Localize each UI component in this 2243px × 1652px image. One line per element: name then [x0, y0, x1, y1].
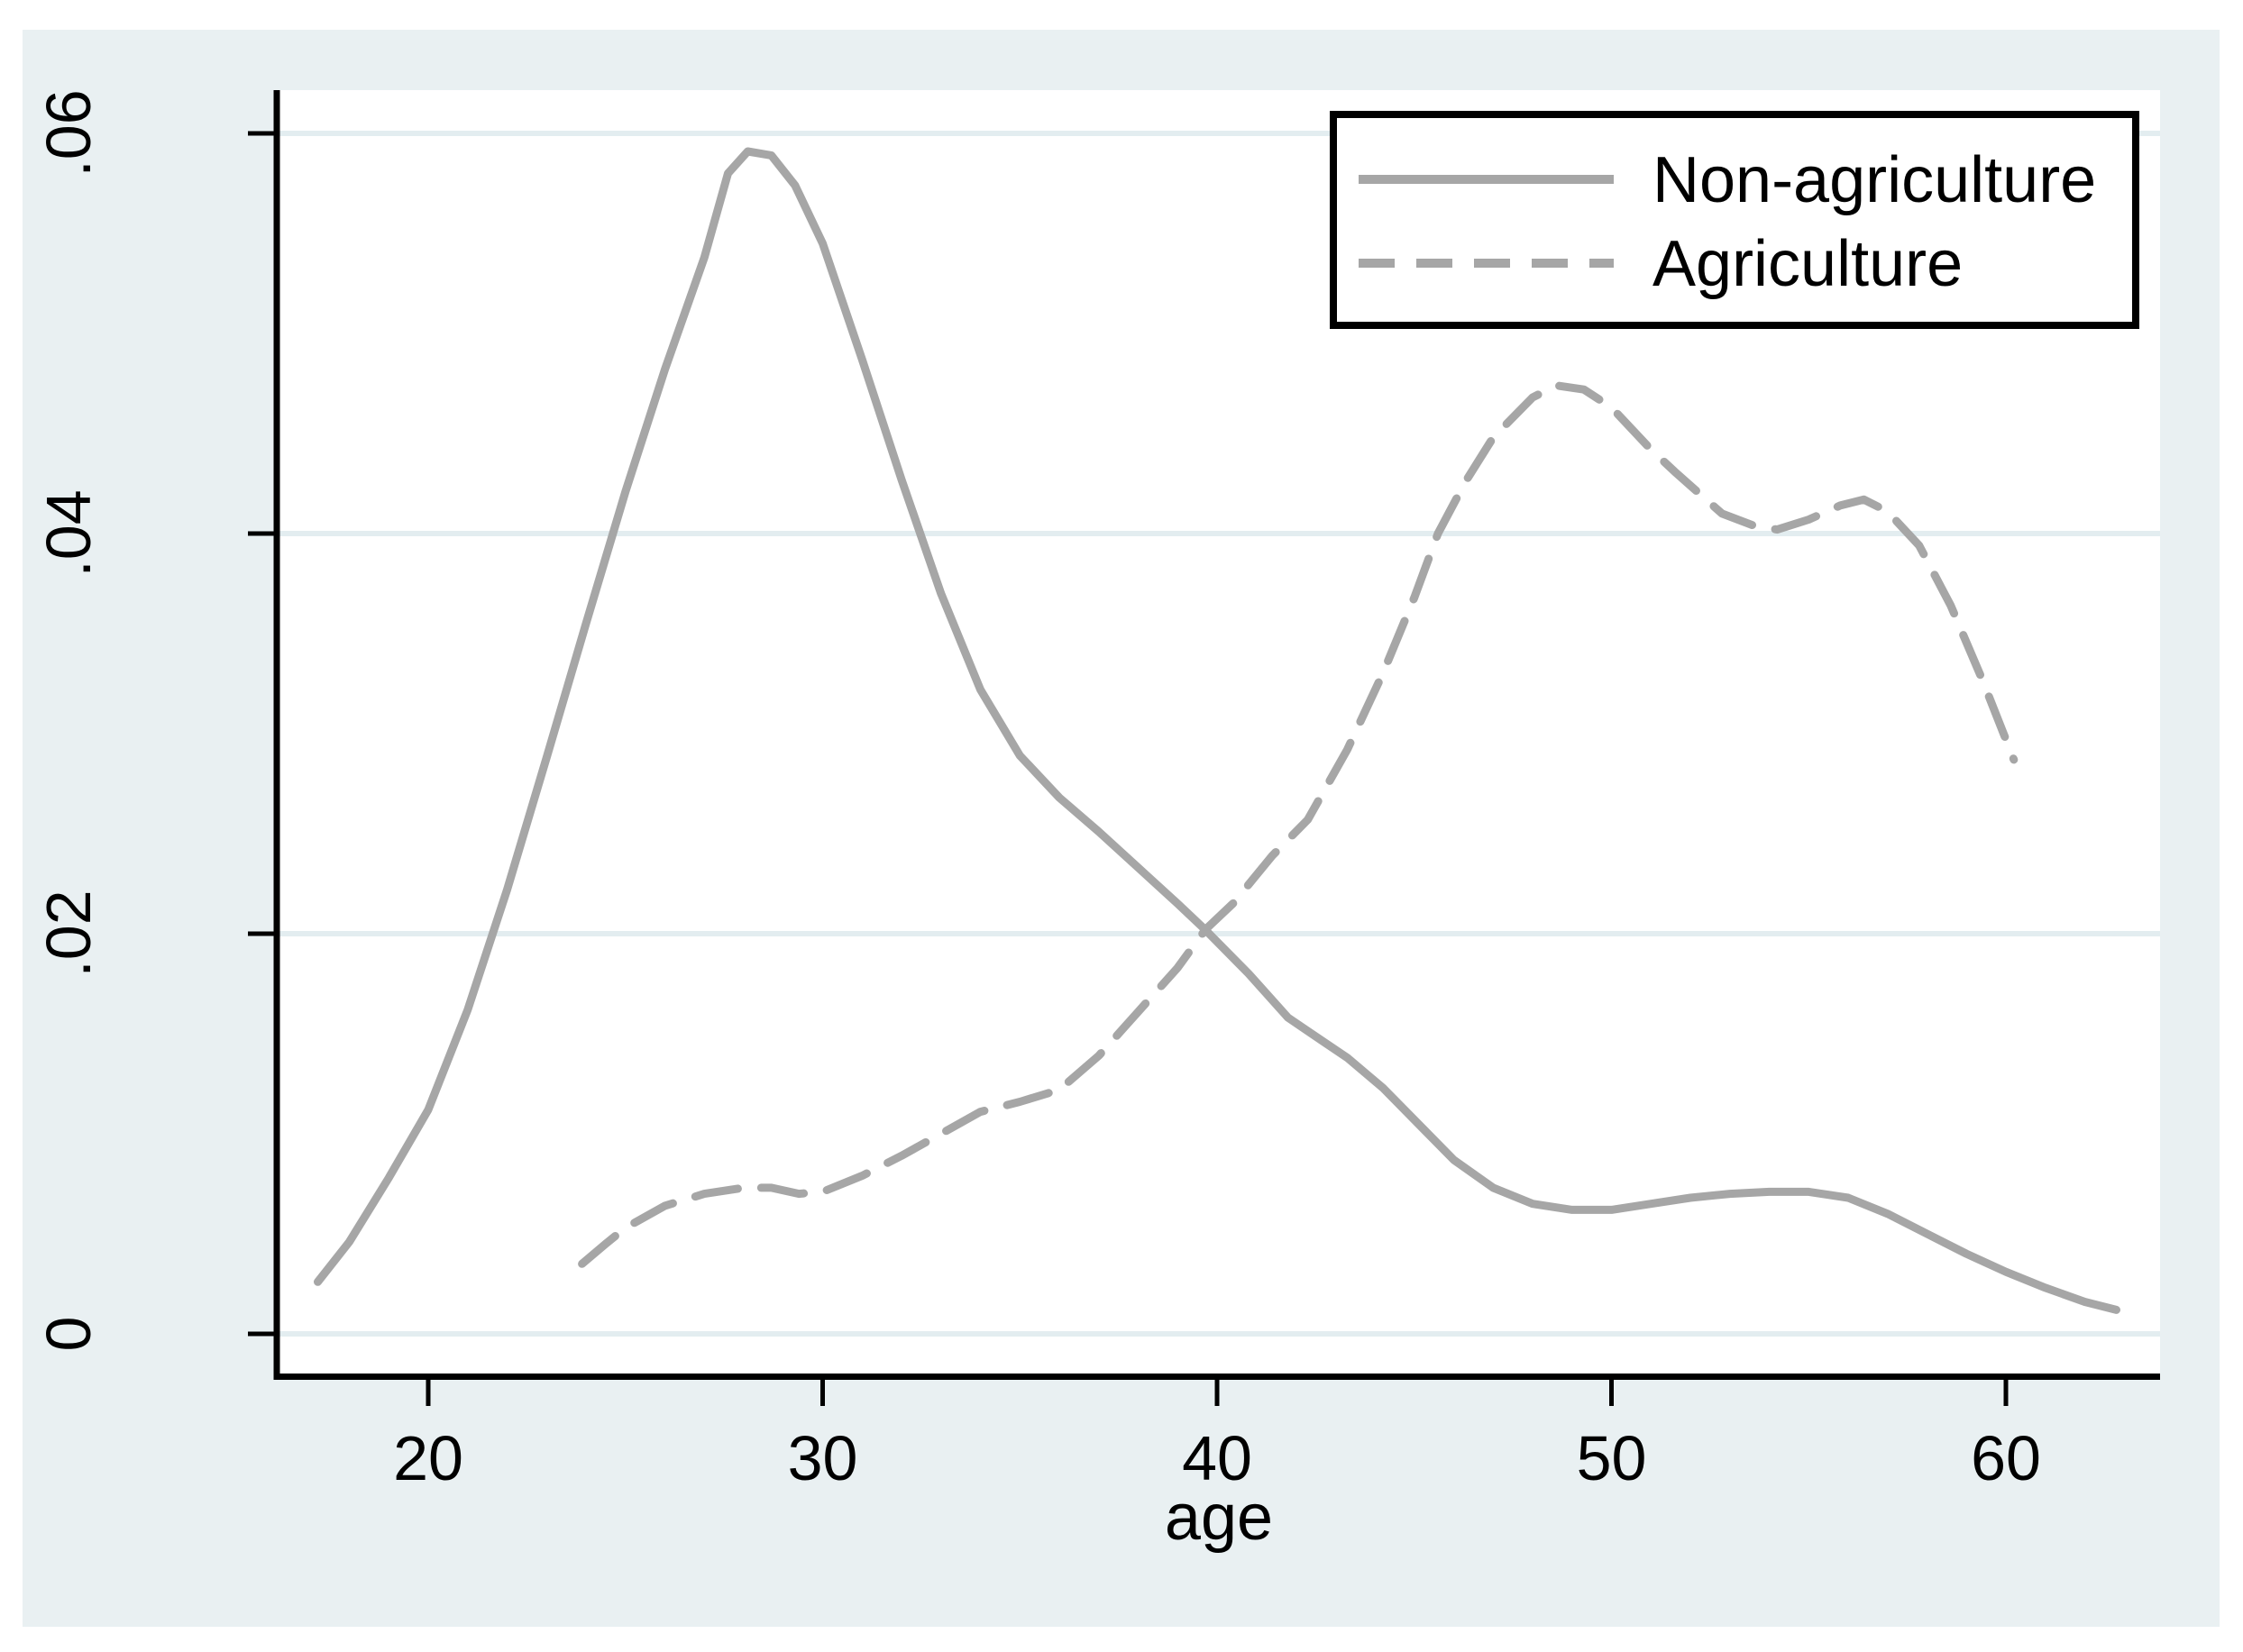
x-tick-label: 30	[788, 1423, 858, 1493]
x-tick-label: 60	[1971, 1423, 2041, 1493]
legend-label-agriculture: Agriculture	[1652, 228, 1963, 300]
legend-label-non-agriculture: Non-agriculture	[1652, 144, 2096, 216]
x-tick-label: 50	[1577, 1423, 1647, 1493]
y-tick-label: .02	[33, 890, 104, 977]
y-tick-label: .04	[33, 489, 104, 577]
series-paths	[314, 147, 2120, 1314]
legend-box	[1330, 111, 2139, 329]
legend: Non-agriculture Agriculture	[1330, 111, 2139, 329]
series-curve-agriculture	[578, 381, 2019, 1268]
y-tick-label: .06	[33, 89, 104, 177]
axis-tick-labels: 0 .02 .04 .06 20 30 40 50 60	[33, 89, 2041, 1493]
x-axis-title: age	[1165, 1482, 1273, 1554]
x-tick-label: 20	[393, 1423, 463, 1493]
x-tick-label: 40	[1182, 1423, 1252, 1493]
series-curve-non-agriculture	[314, 147, 2120, 1314]
axis-ticks	[248, 131, 2009, 1406]
y-tick-label: 0	[33, 1317, 104, 1352]
